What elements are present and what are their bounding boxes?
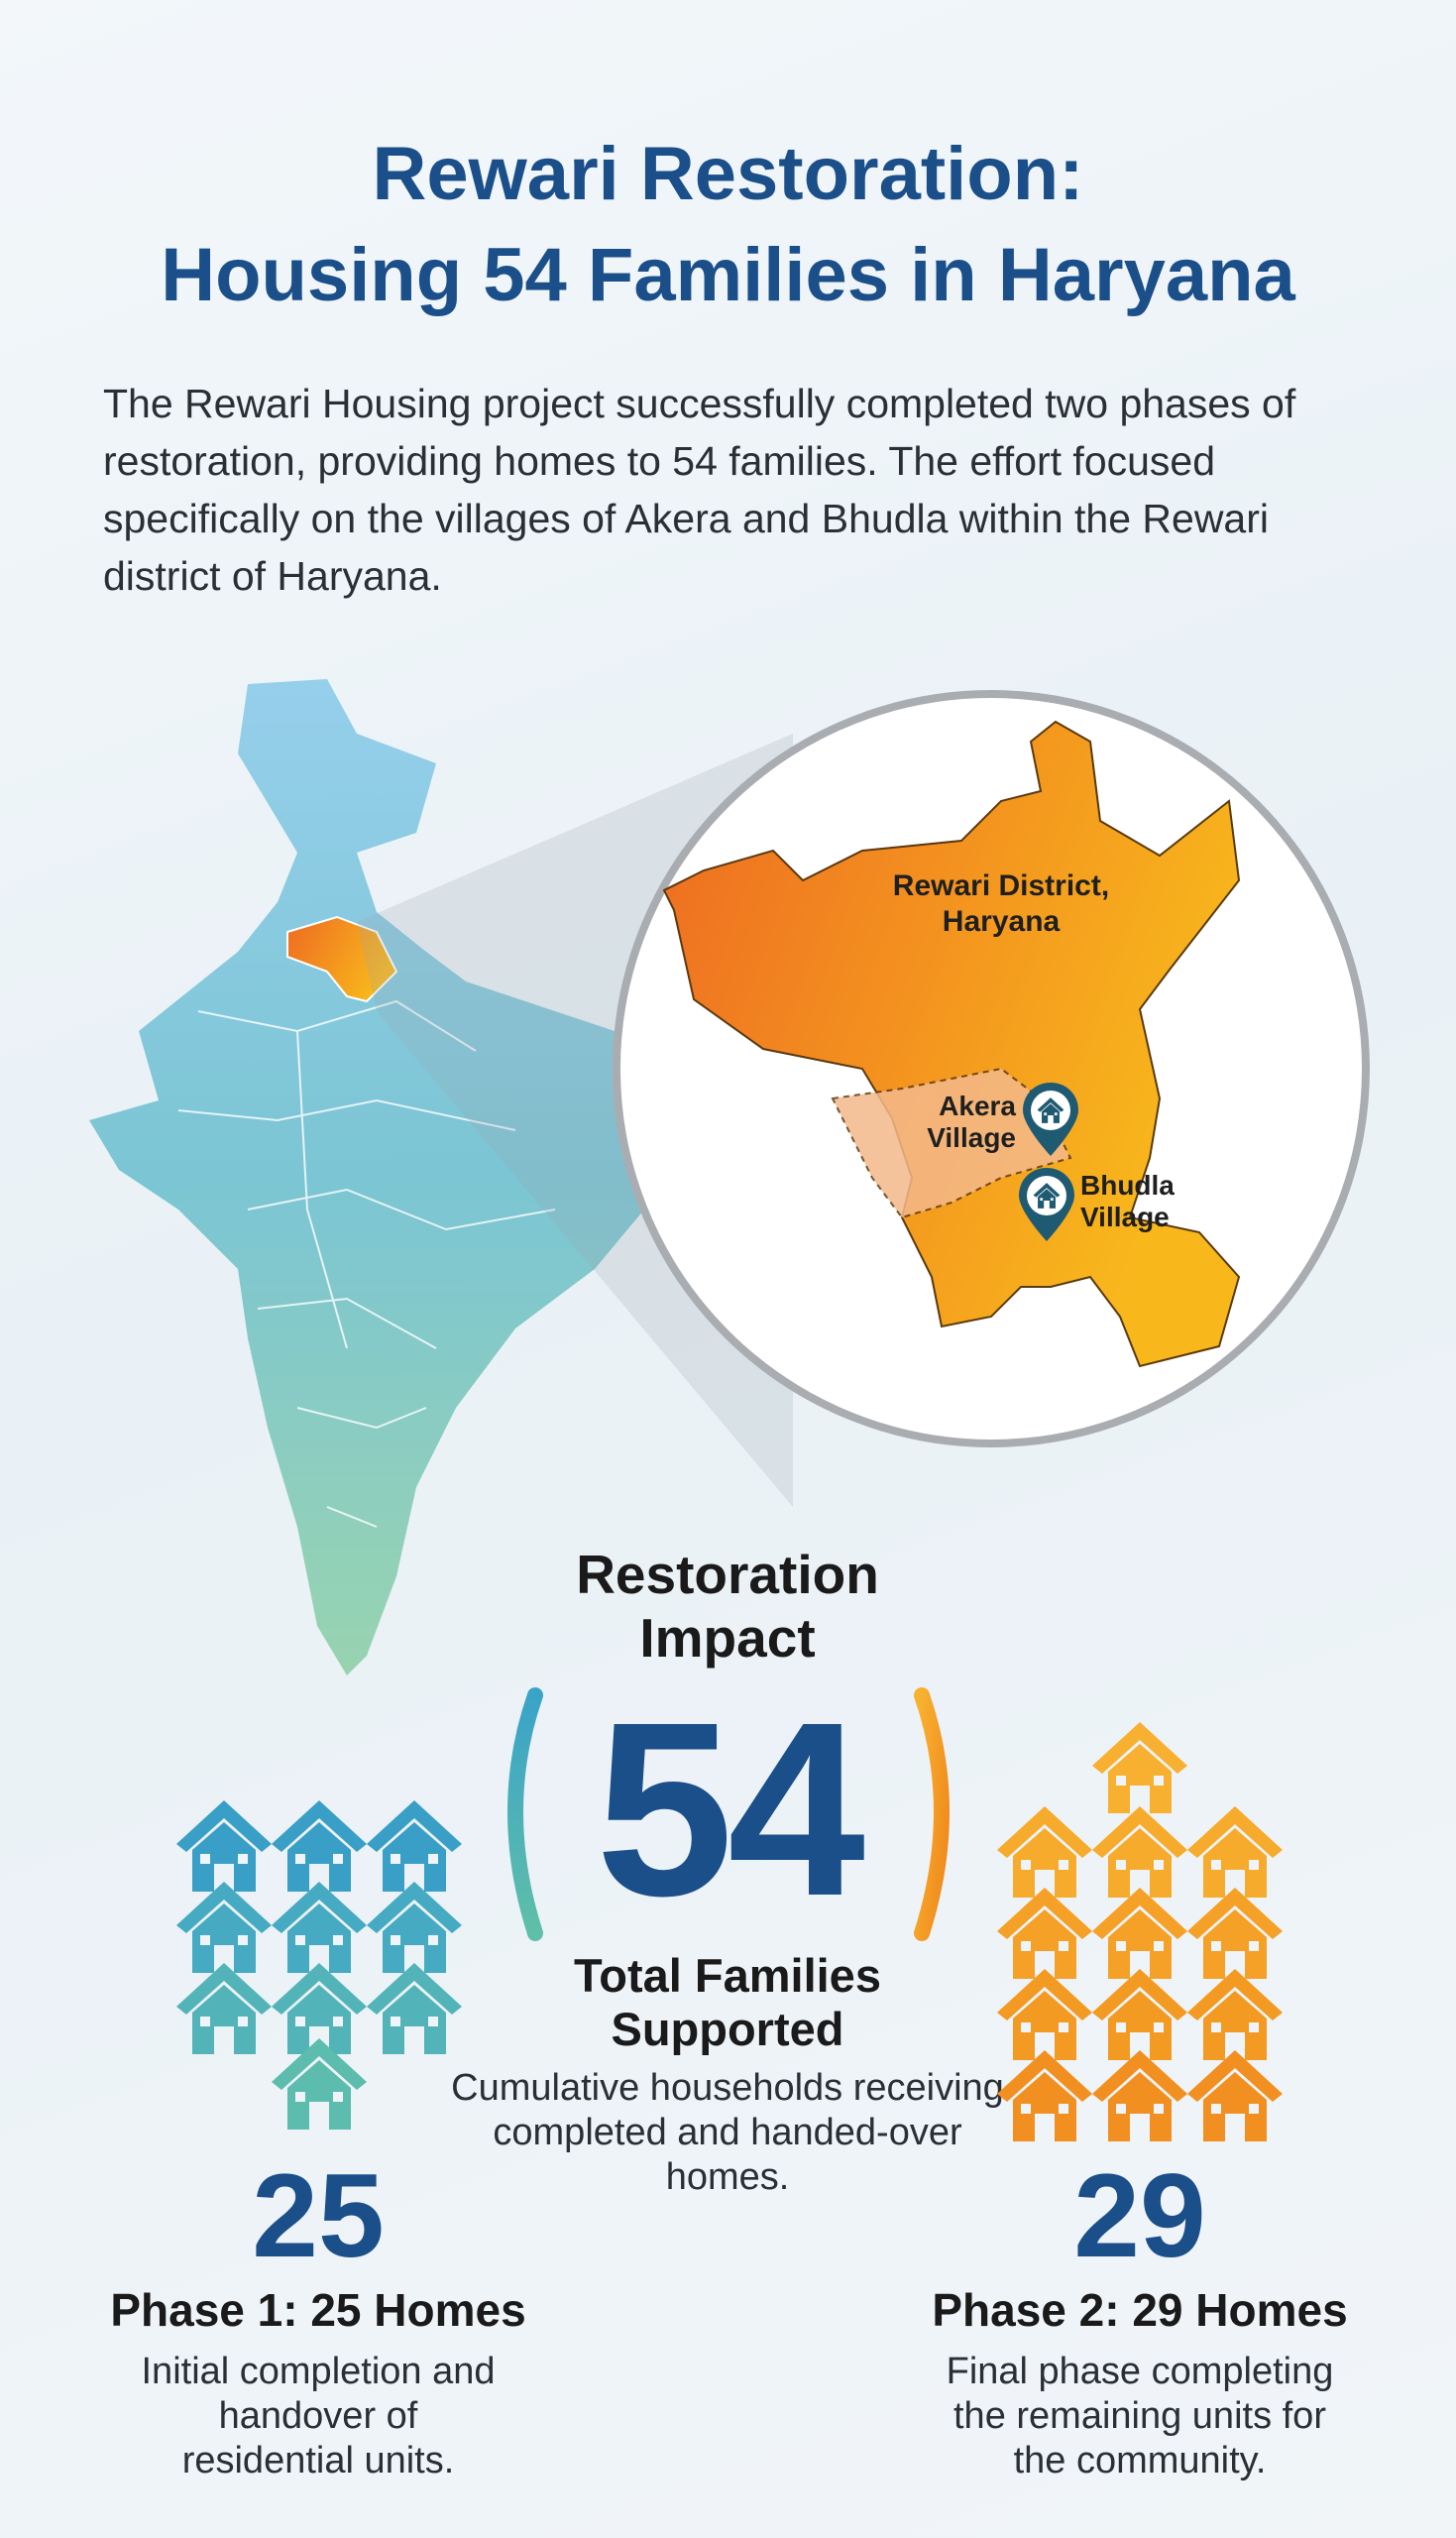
intro-paragraph: The Rewari Housing project successfully … <box>103 381 1296 599</box>
house-icon <box>270 2034 369 2134</box>
india-shape <box>89 679 644 1675</box>
akera-line-2: Village <box>927 1122 1016 1153</box>
district-label-line-2: Haryana <box>942 905 1061 938</box>
house-icon <box>1185 2046 1285 2145</box>
phase-1-description: Initial completion and handover of resid… <box>141 2351 496 2481</box>
bhudla-home-pin-icon <box>1019 1168 1074 1241</box>
house-icon <box>1090 2046 1189 2145</box>
total-families-label: Total Families Supported <box>430 1949 1025 2056</box>
house-icon <box>995 2046 1094 2145</box>
page-title: Rewari Restoration: Housing 54 Families … <box>0 124 1456 326</box>
total-label-line-2: Supported <box>611 2003 844 2055</box>
akera-line-1: Akera <box>939 1091 1016 1121</box>
phase-2-description: Final phase completing the remaining uni… <box>946 2351 1334 2481</box>
title-line-2: Housing 54 Families in Haryana <box>161 233 1295 317</box>
phase-1-count: 25 <box>252 2149 385 2282</box>
district-label: Rewari District, Haryana <box>813 868 1189 940</box>
phase-2-title: Phase 2: 29 Homes <box>932 2284 1348 2336</box>
haryana-zoom-circle <box>613 690 1370 1447</box>
impact-title: Restoration Impact <box>430 1543 1025 1670</box>
haryana-highlight <box>286 915 398 1003</box>
impact-title-line-1: Restoration <box>576 1544 879 1605</box>
impact-title-line-2: Impact <box>639 1607 816 1669</box>
house-icon <box>365 1959 464 2058</box>
akera-home-pin-icon <box>1023 1083 1078 1156</box>
bhudla-line-2: Village <box>1080 1202 1170 1232</box>
house-icon <box>174 1959 274 2058</box>
district-label-line-1: Rewari District, <box>892 869 1110 902</box>
total-label-line-1: Total Families <box>574 1949 881 2002</box>
akera-region <box>831 1067 1072 1219</box>
total-description: Cumulative households receiving complete… <box>451 2067 1004 2198</box>
brackets-decoration <box>507 1687 950 1941</box>
bhudla-line-1: Bhudla <box>1080 1170 1175 1201</box>
akera-label: Akera Village <box>907 1091 1016 1154</box>
title-line-1: Rewari Restoration: <box>372 132 1084 216</box>
haryana-shape <box>662 720 1241 1368</box>
phase-1-title: Phase 1: 25 Homes <box>110 2284 526 2336</box>
total-families-number: 54 <box>595 1671 865 1947</box>
bhudla-label: Bhudla Village <box>1080 1170 1175 1233</box>
phase-2-count: 29 <box>1073 2149 1206 2282</box>
